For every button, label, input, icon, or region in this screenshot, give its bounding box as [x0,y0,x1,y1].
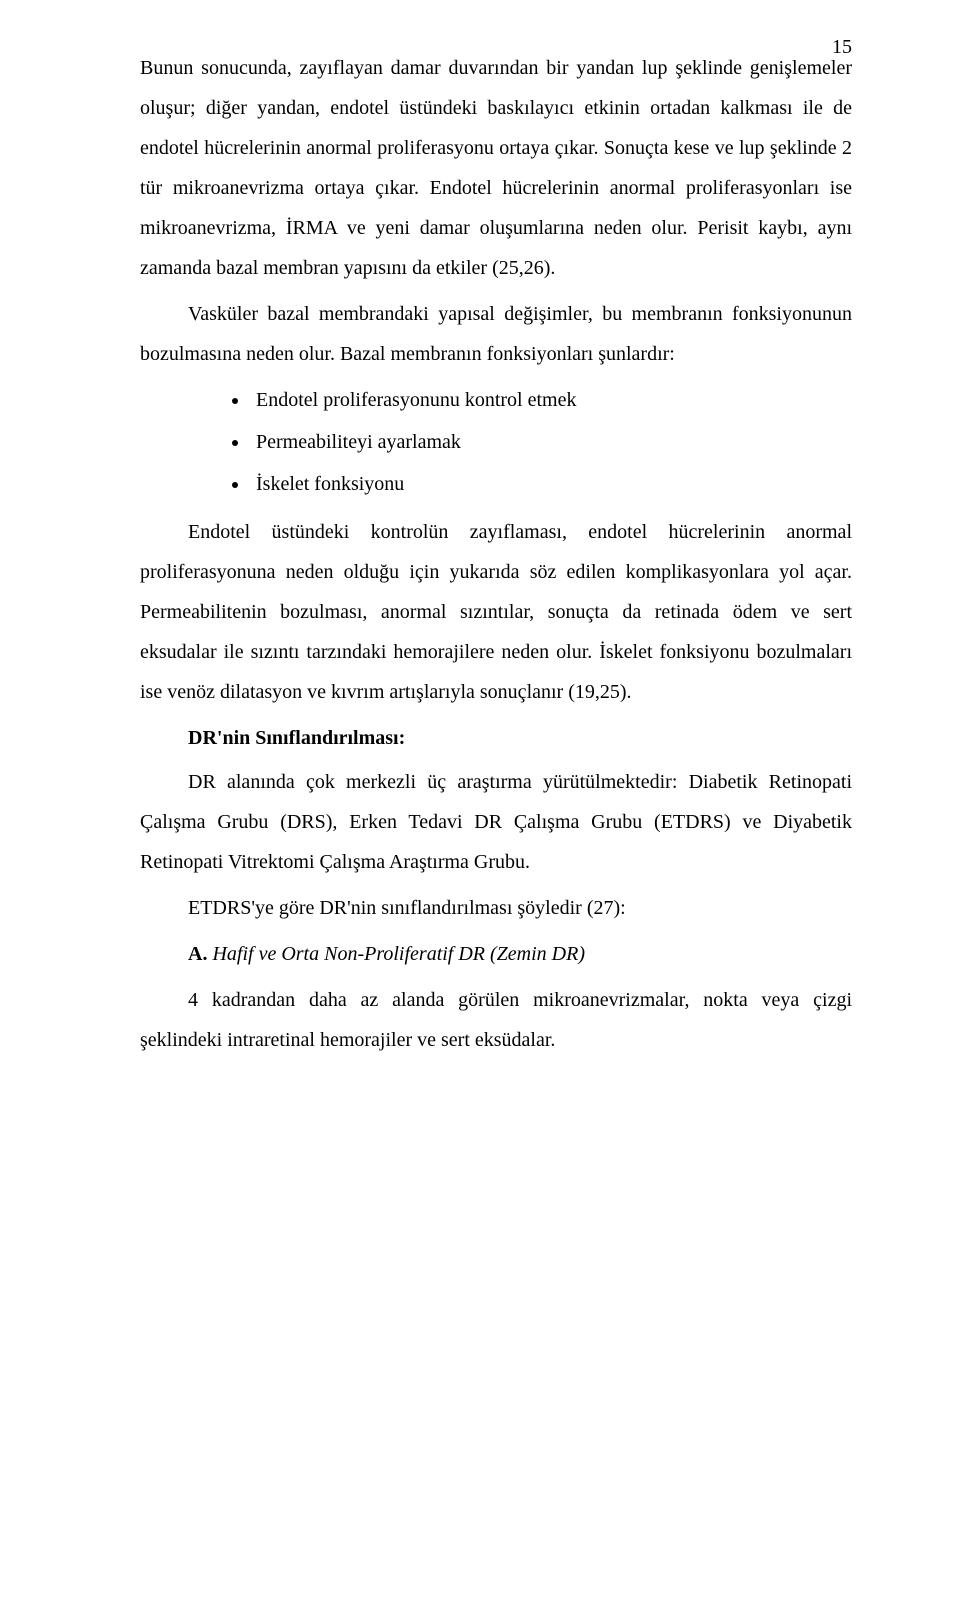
document-page: 15 Bunun sonucunda, zayıflayan damar duv… [0,0,960,1616]
paragraph-6: A. Hafif ve Orta Non-Proliferatif DR (Ze… [140,934,852,974]
subsection-title: Hafif ve Orta Non-Proliferatif DR (Zemin… [207,943,585,965]
bullet-item: Endotel proliferasyonunu kontrol etmek [250,380,852,420]
section-heading: DR'nin Sınıflandırılması: [140,718,852,758]
paragraph-1: Bunun sonucunda, zayıflayan damar duvarı… [140,48,852,288]
paragraph-3: Endotel üstündeki kontrolün zayıflaması,… [140,512,852,712]
page-number: 15 [832,36,852,59]
bullet-list: Endotel proliferasyonunu kontrol etmek P… [140,380,852,504]
bullet-item: İskelet fonksiyonu [250,464,852,504]
bullet-item: Permeabiliteyi ayarlamak [250,422,852,462]
paragraph-7: 4 kadrandan daha az alanda görülen mikro… [140,980,852,1060]
list-letter: A. [188,943,207,965]
paragraph-2: Vasküler bazal membrandaki yapısal değiş… [140,294,852,374]
paragraph-5: ETDRS'ye göre DR'nin sınıflandırılması ş… [140,888,852,928]
paragraph-4: DR alanında çok merkezli üç araştırma yü… [140,762,852,882]
